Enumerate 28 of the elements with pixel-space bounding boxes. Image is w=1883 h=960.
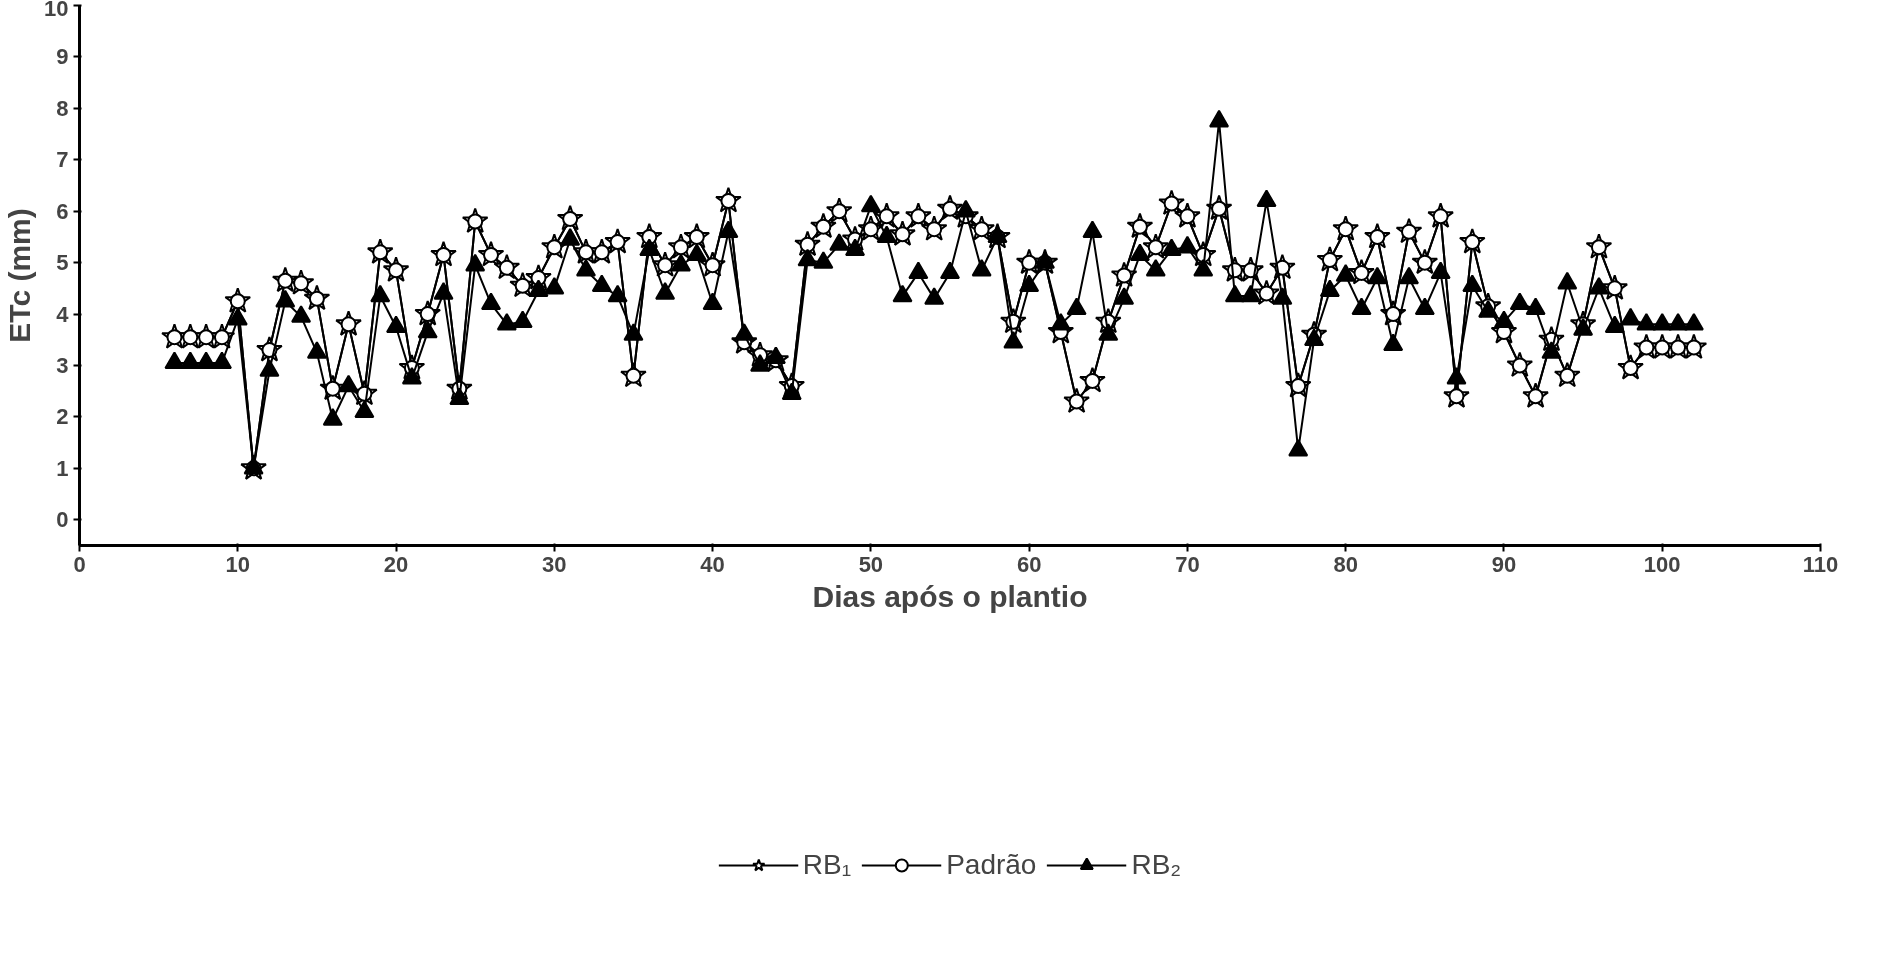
y-axis-title: ETc (mm) — [3, 208, 37, 343]
x-tick-label: 10 — [225, 551, 251, 577]
y-tick-label: 6 — [56, 198, 69, 224]
y-tick-label: 5 — [56, 250, 69, 276]
x-tick-label: 80 — [1333, 551, 1358, 577]
y-tick-label: 4 — [56, 301, 70, 327]
y-tick-label: 1 — [56, 455, 69, 481]
x-tick-label: 50 — [858, 551, 884, 577]
y-tick-label: 8 — [56, 95, 69, 121]
x-tick-label: 100 — [1643, 551, 1681, 577]
y-tick-label: 2 — [56, 404, 69, 430]
y-tick-label: 3 — [56, 353, 69, 378]
x-tick-label: 60 — [1016, 551, 1042, 577]
x-tick-label: 110 — [1802, 551, 1839, 577]
x-axis-title: Dias após o plantio — [812, 579, 1088, 613]
x-tick-label: 40 — [700, 551, 725, 577]
x-tick-label: 30 — [542, 551, 567, 577]
y-tick-label: 9 — [56, 44, 69, 70]
legend-label: RB₁ — [802, 849, 852, 881]
legend-label: RB₂ — [1131, 849, 1182, 881]
x-tick-label: 0 — [73, 551, 86, 577]
x-tick-label: 90 — [1491, 551, 1517, 577]
x-tick-label: 20 — [383, 551, 409, 577]
y-tick-label: 0 — [56, 507, 69, 533]
y-tick-label: 7 — [56, 147, 69, 173]
legend-label: Padrão — [946, 849, 1037, 881]
x-tick-label: 70 — [1175, 551, 1200, 577]
y-tick-label: 10 — [44, 0, 69, 21]
